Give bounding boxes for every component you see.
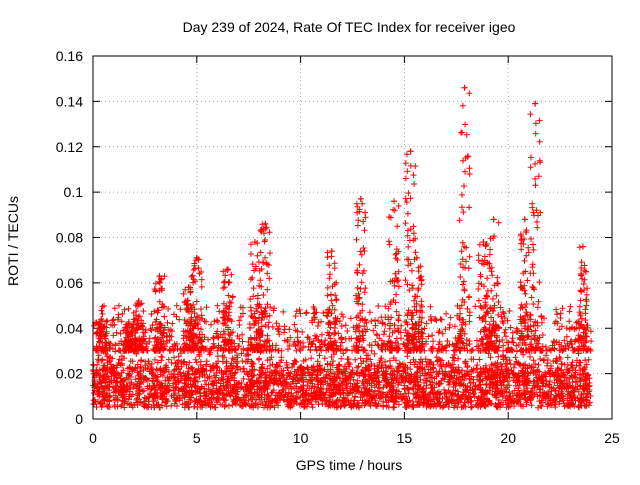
roti-point-markers: [90, 84, 595, 411]
y-tick-label: 0.14: [56, 93, 83, 109]
y-tick-label: 0.12: [56, 139, 83, 155]
roti-peak-point-18: [532, 100, 539, 107]
y-tick-label: 0.06: [56, 275, 83, 291]
roti-peak-point-16: [490, 216, 497, 223]
roti-peak-point-15: [480, 239, 487, 246]
chart-title: Day 239 of 2024, Rate Of TEC Index for r…: [183, 19, 516, 35]
roti-peak-point-4: [185, 284, 192, 291]
roti-peak-point-2: [135, 298, 142, 305]
roti-peak-point-7: [251, 239, 258, 246]
x-tick-label: 25: [604, 430, 620, 446]
x-tick-label: 0: [89, 430, 97, 446]
y-axis-label: ROTI / TECUs: [5, 196, 21, 286]
roti-peak-point-13: [413, 254, 420, 261]
roti-peak-point-14: [461, 84, 468, 91]
roti-peak-point-3: [156, 273, 163, 280]
x-axis-label: GPS time / hours: [296, 457, 403, 473]
y-tick-label: 0.1: [64, 184, 84, 200]
plot-frame: [92, 55, 613, 420]
x-tick-label: 15: [397, 430, 413, 446]
y-tick-label: 0.02: [56, 366, 83, 382]
y-tick-label: 0: [75, 411, 83, 427]
roti-peak-point-19: [579, 243, 586, 250]
x-tick-label: 10: [293, 430, 309, 446]
roti-peak-point-11: [391, 198, 398, 205]
y-tick-label: 0.08: [56, 230, 83, 246]
roti-peak-point-8: [262, 220, 269, 227]
y-tick-label: 0.04: [56, 320, 83, 336]
axis-ticks: 0 5 10 15 20 25 0 0.02 0.04 0.06 0.08 0.1 0.12 0.14 0.…: [56, 48, 620, 446]
roti-peak-point-9: [328, 248, 335, 255]
roti-peak-point-0: [98, 316, 105, 323]
y-tick-label: 0.16: [56, 48, 83, 64]
roti-peak-point-17: [521, 216, 528, 223]
roti-peak-point-12: [407, 148, 414, 155]
roti-peak-point-5: [193, 254, 200, 261]
data-points: [90, 84, 595, 411]
roti-peak-point-1: [125, 320, 132, 327]
roti-peak-point-6: [224, 266, 231, 273]
x-tick-label: 5: [193, 430, 201, 446]
roti-peak-point-10: [357, 195, 364, 202]
x-tick-label: 20: [500, 430, 516, 446]
